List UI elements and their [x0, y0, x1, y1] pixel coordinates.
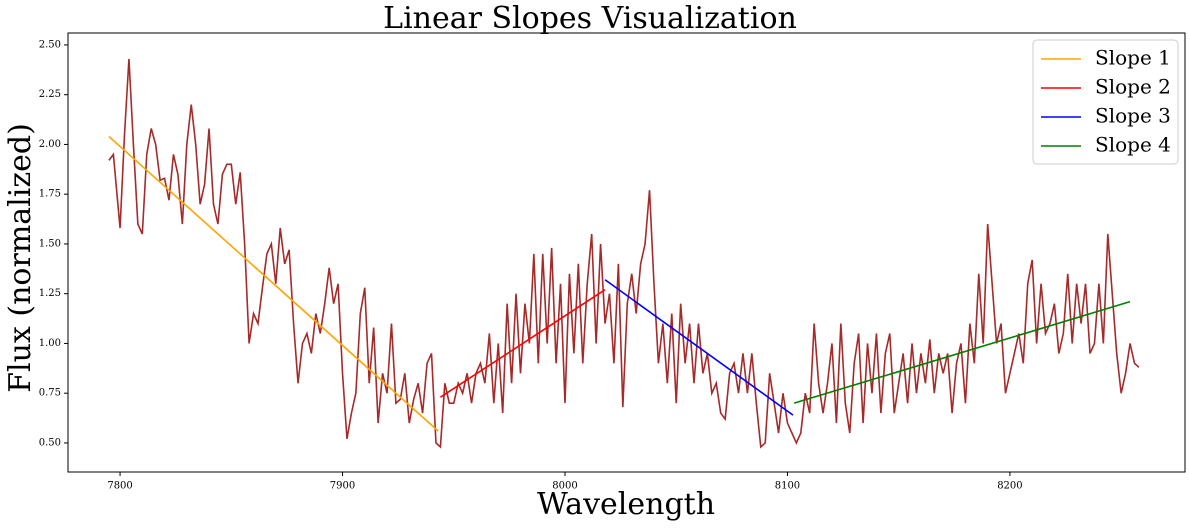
y-tick-label: 1.25 [39, 288, 61, 299]
x-tick-label: 8100 [775, 481, 800, 492]
y-tick-label: 1.50 [39, 238, 61, 249]
slope-line [604, 279, 794, 416]
plot-frame [67, 32, 1186, 473]
x-tick-label: 7900 [330, 481, 355, 492]
y-tick-label: 1.00 [39, 338, 61, 349]
x-axis-label: Wavelength [537, 487, 715, 522]
x-tick-label: 8200 [997, 481, 1022, 492]
legend-label: Slope 4 [1095, 133, 1171, 157]
slope-line [439, 289, 606, 398]
legend-box [1032, 39, 1179, 165]
y-tick-label: 2.50 [39, 39, 61, 50]
spectrum-line [108, 58, 1140, 449]
y-tick-label: 0.75 [39, 388, 61, 399]
x-tick-label: 8000 [552, 481, 577, 492]
chart-title: Linear Slopes Visualization [383, 1, 797, 36]
legend-label: Slope 3 [1095, 104, 1171, 128]
slope-line [793, 300, 1131, 404]
y-tick-label: 2.25 [39, 89, 61, 100]
legend-label: Slope 1 [1095, 46, 1171, 70]
slope-line [108, 135, 439, 432]
x-tick-label: 7800 [107, 481, 132, 492]
y-tick-label: 1.75 [39, 189, 61, 200]
y-axis-label: Flux (normalized) [3, 123, 38, 393]
y-tick-label: 0.50 [39, 437, 61, 448]
y-tick-label: 2.00 [39, 139, 61, 150]
legend-label: Slope 2 [1095, 75, 1171, 99]
